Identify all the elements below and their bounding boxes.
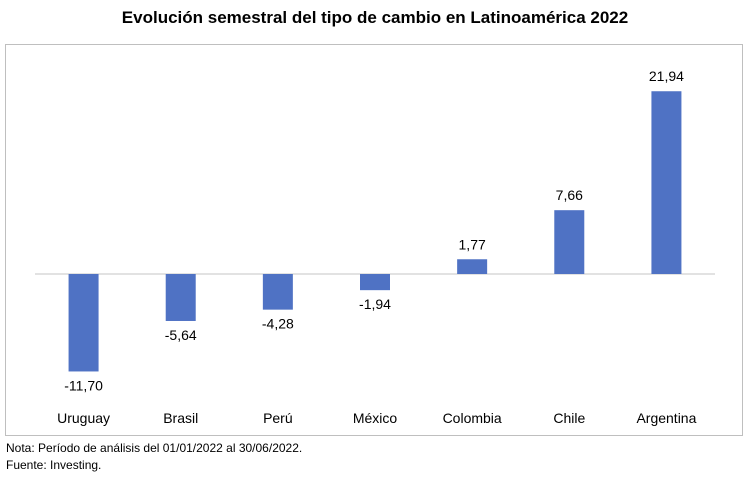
category-label-4: Colombia: [443, 410, 502, 426]
chart-frame: [5, 44, 743, 436]
bar-0: [68, 274, 99, 372]
data-label-3: -1,94: [359, 296, 391, 312]
category-label-5: Chile: [553, 410, 585, 426]
footnote: Nota: Período de análisis del 01/01/2022…: [6, 441, 303, 455]
category-label-2: Perú: [263, 410, 293, 426]
category-label-3: México: [353, 410, 398, 426]
source-note: Fuente: Investing.: [6, 458, 102, 472]
data-label-2: -4,28: [262, 316, 294, 332]
chart-title: Evolución semestral del tipo de cambio e…: [121, 8, 629, 27]
bar-1: [165, 274, 196, 321]
data-label-5: 7,66: [556, 187, 583, 203]
category-label-0: Uruguay: [57, 410, 110, 426]
bar-4: [457, 259, 488, 274]
bar-5: [554, 210, 585, 274]
category-label-1: Brasil: [163, 410, 198, 426]
bar-3: [360, 274, 390, 291]
bar-2: [262, 274, 293, 310]
category-label-6: Argentina: [636, 410, 696, 426]
bar-6: [651, 91, 682, 274]
data-label-6: 21,94: [649, 68, 684, 84]
data-label-1: -5,64: [165, 327, 197, 343]
data-label-4: 1,77: [459, 236, 486, 252]
data-label-0: -11,70: [64, 377, 103, 393]
